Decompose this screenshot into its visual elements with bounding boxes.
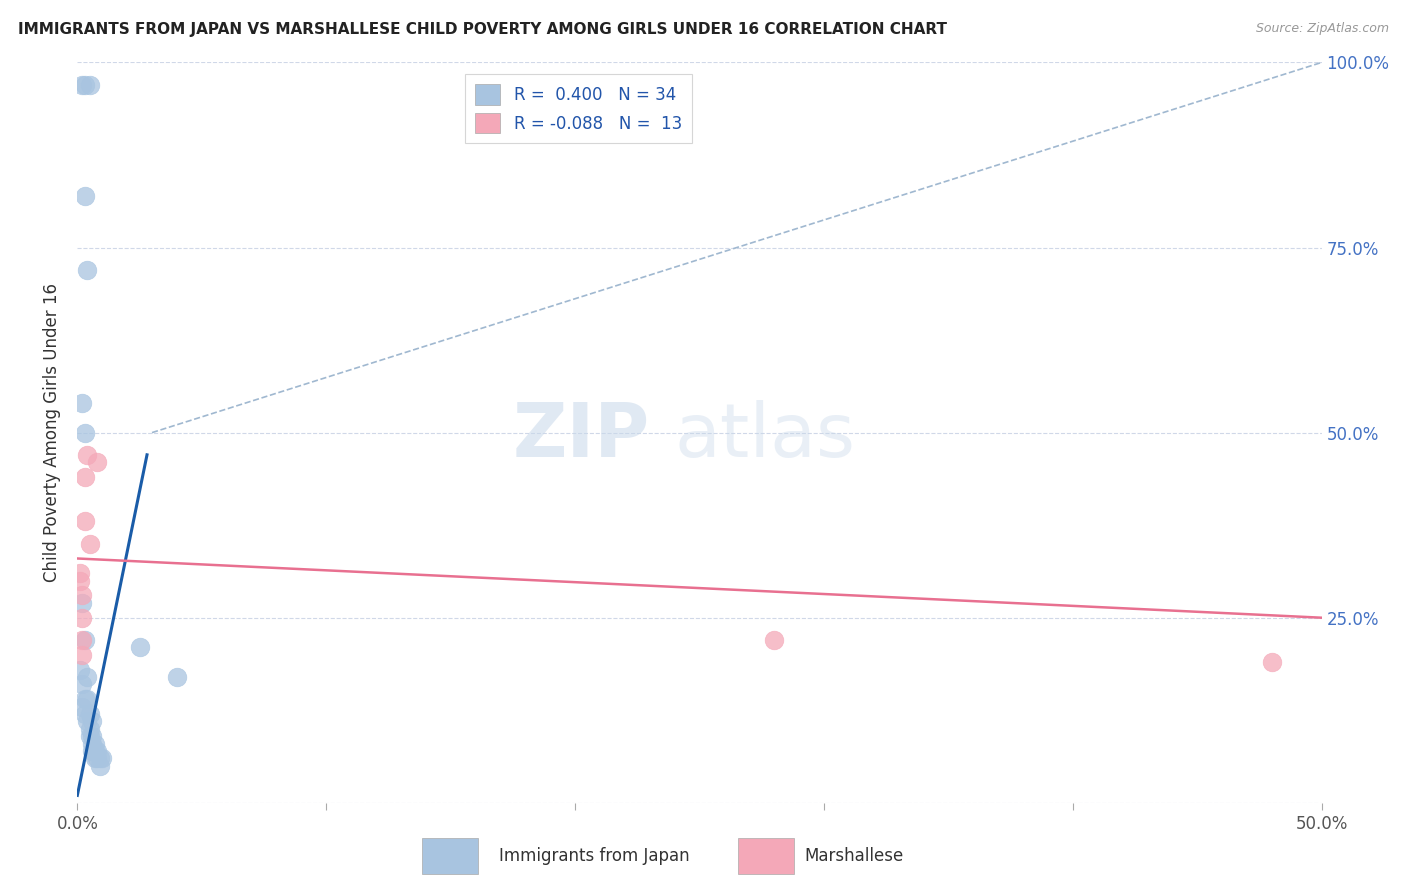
Point <box>73 425 96 440</box>
Point <box>73 632 96 647</box>
Point <box>72 611 94 625</box>
Point <box>72 396 94 410</box>
Point <box>82 737 104 751</box>
Point <box>1261 655 1284 669</box>
Text: atlas: atlas <box>675 400 856 473</box>
Point <box>69 574 91 588</box>
Text: ZIP: ZIP <box>512 400 650 473</box>
Point <box>76 448 98 462</box>
Point <box>86 751 108 765</box>
Point <box>72 677 94 691</box>
Text: Source: ZipAtlas.com: Source: ZipAtlas.com <box>1256 22 1389 36</box>
Point <box>76 262 98 277</box>
Point <box>73 692 96 706</box>
Point <box>82 744 104 758</box>
Point <box>86 744 108 758</box>
Point <box>73 470 96 484</box>
Point <box>82 714 104 729</box>
Point <box>72 648 94 662</box>
Point <box>79 722 101 736</box>
Point <box>83 751 105 765</box>
Point <box>166 670 188 684</box>
Point <box>128 640 150 655</box>
Point <box>72 632 94 647</box>
Point <box>76 714 98 729</box>
Point <box>83 737 105 751</box>
Point <box>76 692 98 706</box>
Text: IMMIGRANTS FROM JAPAN VS MARSHALLESE CHILD POVERTY AMONG GIRLS UNDER 16 CORRELAT: IMMIGRANTS FROM JAPAN VS MARSHALLESE CHI… <box>18 22 948 37</box>
Point <box>69 663 91 677</box>
FancyBboxPatch shape <box>738 838 794 874</box>
Point <box>89 758 111 772</box>
Point <box>82 729 104 743</box>
Point <box>89 751 111 765</box>
Point <box>79 706 101 721</box>
Point <box>763 632 786 647</box>
Point <box>72 596 94 610</box>
Point <box>73 515 96 529</box>
Point <box>79 537 101 551</box>
Point <box>79 78 101 92</box>
Point <box>72 699 94 714</box>
Point <box>69 566 91 581</box>
Legend: R =  0.400   N = 34, R = -0.088   N =  13: R = 0.400 N = 34, R = -0.088 N = 13 <box>465 74 692 144</box>
Point <box>72 78 94 92</box>
Point <box>79 729 101 743</box>
Point <box>73 78 96 92</box>
Point <box>76 670 98 684</box>
Point <box>72 589 94 603</box>
Point <box>73 188 96 202</box>
Point <box>86 455 108 469</box>
Text: Marshallese: Marshallese <box>804 847 904 865</box>
Point <box>91 751 114 765</box>
FancyBboxPatch shape <box>422 838 478 874</box>
Point <box>83 744 105 758</box>
Text: Immigrants from Japan: Immigrants from Japan <box>499 847 690 865</box>
Y-axis label: Child Poverty Among Girls Under 16: Child Poverty Among Girls Under 16 <box>44 283 62 582</box>
Point <box>73 706 96 721</box>
